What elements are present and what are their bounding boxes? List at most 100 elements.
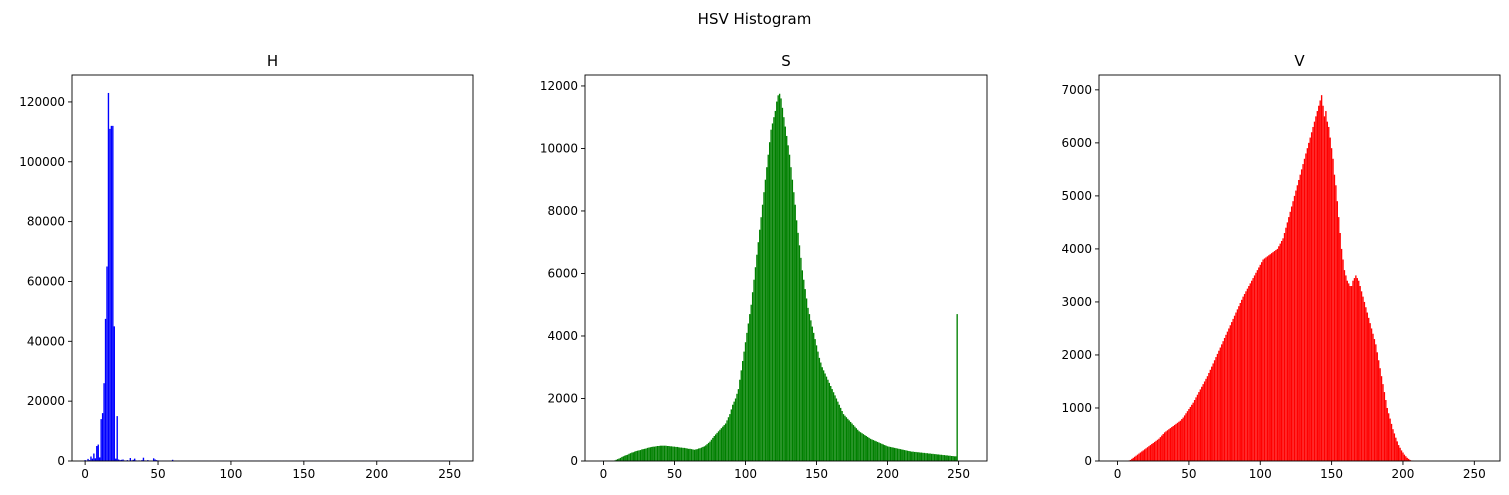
bar-v-130 xyxy=(1302,164,1304,462)
bar-v-144 xyxy=(1322,105,1324,461)
panel-v-xtick-label: 200 xyxy=(1392,467,1415,481)
bar-s-173 xyxy=(848,420,850,461)
bar-v-113 xyxy=(1278,246,1280,461)
bar-v-99 xyxy=(1258,267,1260,461)
bar-v-135 xyxy=(1309,137,1311,462)
panel-h-ytick-label: 80000 xyxy=(27,215,65,229)
bar-s-12 xyxy=(619,457,622,461)
bar-v-131 xyxy=(1303,158,1306,461)
panel-s-xtick-label: 50 xyxy=(667,467,682,481)
bar-s-58 xyxy=(685,448,687,461)
bar-s-63 xyxy=(692,449,694,461)
bar-s-125 xyxy=(780,98,782,462)
bar-v-170 xyxy=(1359,286,1361,461)
bar-s-154 xyxy=(821,367,823,461)
bar-s-184 xyxy=(864,435,866,461)
bar-s-142 xyxy=(804,289,806,461)
bar-s-80 xyxy=(716,432,718,461)
bar-h-40 xyxy=(142,457,145,461)
bar-h-9 xyxy=(97,444,99,461)
bar-v-172 xyxy=(1362,296,1364,461)
bar-s-81 xyxy=(717,431,720,461)
bar-s-70 xyxy=(702,446,704,461)
figure-title: HSV Histogram xyxy=(698,10,812,28)
bar-s-76 xyxy=(710,439,713,461)
panel-s-title: S xyxy=(781,52,791,70)
bar-v-150 xyxy=(1330,148,1333,461)
bar-v-36 xyxy=(1168,429,1170,461)
bar-s-60 xyxy=(688,448,690,461)
bar-s-119 xyxy=(771,123,774,461)
bar-s-249 xyxy=(956,314,958,461)
bar-s-234 xyxy=(935,454,937,461)
bar-s-117 xyxy=(768,142,771,462)
bar-v-151 xyxy=(1332,158,1334,461)
bar-v-126 xyxy=(1296,185,1299,462)
bar-s-110 xyxy=(759,229,761,461)
bar-h-20 xyxy=(113,326,115,461)
bar-s-114 xyxy=(764,179,767,461)
bar-v-105 xyxy=(1266,256,1269,461)
bar-v-182 xyxy=(1376,352,1378,461)
panel-v-xtick-label: 250 xyxy=(1463,467,1486,481)
bar-h-60 xyxy=(171,459,174,461)
bar-s-56 xyxy=(682,447,684,461)
bar-s-118 xyxy=(770,129,772,461)
bar-s-17 xyxy=(626,454,629,461)
bar-s-248 xyxy=(955,456,957,461)
bar-s-185 xyxy=(865,435,867,461)
bar-s-134 xyxy=(793,192,795,461)
bar-h-34 xyxy=(134,458,136,461)
bar-s-144 xyxy=(807,307,809,461)
bar-v-146 xyxy=(1325,111,1327,462)
bar-s-158 xyxy=(827,379,829,461)
bar-s-71 xyxy=(703,446,705,461)
bar-v-14 xyxy=(1136,454,1139,461)
bar-s-127 xyxy=(783,117,785,461)
bar-s-100 xyxy=(744,342,747,461)
bar-s-124 xyxy=(778,93,781,461)
bar-v-22 xyxy=(1148,446,1150,461)
bar-v-35 xyxy=(1166,430,1169,461)
bar-v-59 xyxy=(1201,386,1203,461)
bar-v-24 xyxy=(1151,444,1153,461)
bar-s-243 xyxy=(947,455,950,461)
bar-s-210 xyxy=(901,449,903,461)
bar-s-200 xyxy=(886,446,889,461)
bar-s-153 xyxy=(820,362,822,461)
bar-v-62 xyxy=(1205,378,1207,461)
bar-s-29 xyxy=(643,448,646,461)
bar-v-91 xyxy=(1246,288,1249,461)
bar-s-104 xyxy=(750,304,752,461)
bar-h-17 xyxy=(109,128,111,461)
bar-s-88 xyxy=(727,417,730,461)
bar-s-9 xyxy=(615,459,617,461)
bar-s-77 xyxy=(712,437,714,461)
bar-s-198 xyxy=(884,445,886,461)
bar-s-39 xyxy=(658,445,660,461)
bar-v-198 xyxy=(1399,447,1401,461)
bar-s-149 xyxy=(814,339,816,461)
bar-v-119 xyxy=(1286,222,1289,461)
bar-v-89 xyxy=(1243,293,1246,461)
bar-s-24 xyxy=(636,450,639,461)
bar-v-76 xyxy=(1225,334,1227,461)
bar-s-67 xyxy=(697,448,700,461)
bar-v-84 xyxy=(1236,309,1239,461)
bar-s-95 xyxy=(737,389,740,461)
panel-h-xtick-label: 200 xyxy=(365,467,388,481)
bar-s-87 xyxy=(726,420,728,461)
bar-v-156 xyxy=(1339,233,1341,461)
bar-s-182 xyxy=(861,433,863,461)
bar-v-155 xyxy=(1338,217,1340,461)
bar-v-179 xyxy=(1372,333,1374,461)
bar-s-197 xyxy=(882,444,884,461)
bar-v-10 xyxy=(1131,458,1133,461)
bar-s-85 xyxy=(723,425,725,461)
bar-v-106 xyxy=(1268,255,1270,461)
bar-s-191 xyxy=(874,440,876,461)
bar-s-199 xyxy=(885,445,887,461)
bar-v-166 xyxy=(1353,278,1356,461)
bar-v-183 xyxy=(1378,360,1380,461)
bar-s-186 xyxy=(867,436,869,461)
